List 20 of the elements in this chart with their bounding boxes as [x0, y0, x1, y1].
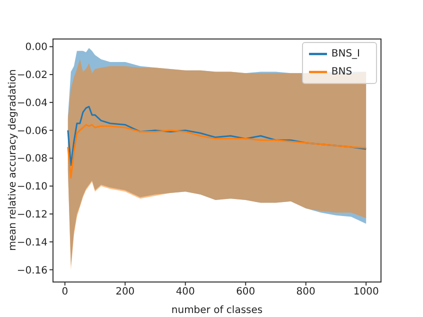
- y-tick-label: −0.02: [16, 70, 48, 82]
- x-tick-label: 200: [116, 286, 135, 298]
- x-tick-label: 0: [62, 286, 68, 298]
- x-tick-label: 400: [176, 286, 195, 298]
- x-tick-label: 600: [236, 286, 256, 298]
- line-series: [67, 124, 367, 178]
- y-tick-label: −0.06: [16, 126, 48, 137]
- y-tick-label: −0.10: [16, 182, 48, 193]
- legend-label: BNS_I: [331, 48, 360, 60]
- y-tick-label: −0.16: [16, 265, 48, 276]
- x-axis-title: number of classes: [171, 305, 263, 316]
- y-tick-label: 0.00: [25, 42, 48, 54]
- y-tick-label: −0.14: [16, 237, 48, 248]
- y-tick-label: −0.04: [16, 98, 48, 109]
- y-axis-title: mean relative accuracy degradation: [8, 69, 18, 251]
- x-tick-label: 1000: [353, 286, 379, 298]
- x-tick-label: 800: [296, 286, 316, 298]
- y-tick-label: −0.12: [16, 210, 48, 221]
- y-tick-label: −0.08: [16, 154, 48, 165]
- legend-label: BNS: [331, 66, 352, 78]
